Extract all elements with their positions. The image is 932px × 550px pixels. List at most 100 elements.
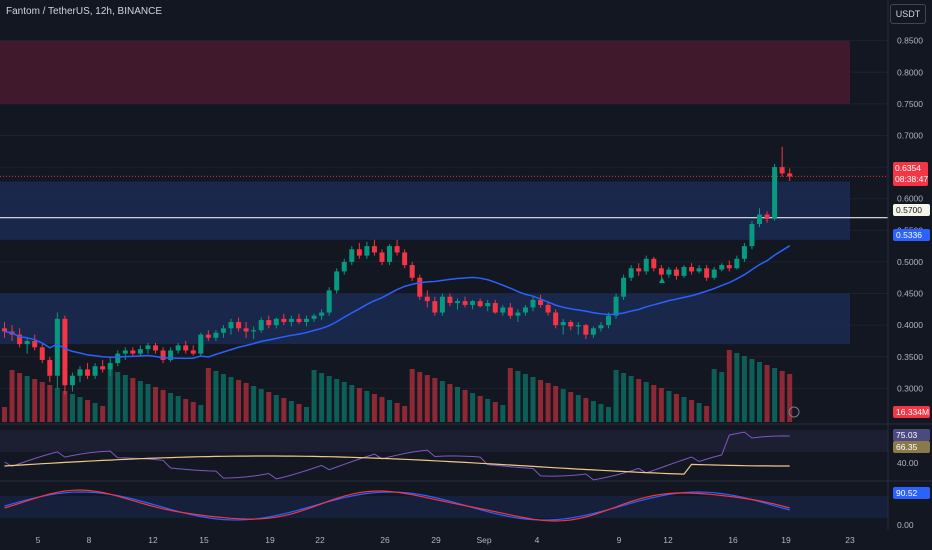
zone-support-lower: [0, 293, 850, 345]
volume-bar: [643, 382, 649, 422]
currency-button[interactable]: USDT: [890, 4, 926, 24]
volume-bar: [334, 379, 340, 422]
candle-body: [92, 366, 98, 376]
candle-body: [107, 363, 113, 370]
candle-body: [515, 312, 521, 316]
candle-body: [432, 301, 438, 313]
volume-bar: [402, 406, 408, 422]
volume-bar: [288, 401, 294, 422]
candle-body: [311, 315, 317, 319]
candle-body: [651, 258, 657, 269]
volume-bar: [530, 377, 536, 422]
candle-body: [394, 246, 400, 253]
candle-body: [341, 261, 347, 272]
candle-body: [689, 266, 695, 272]
candle-body: [507, 307, 513, 316]
volume-bar: [749, 359, 755, 422]
volume-bar: [432, 378, 438, 422]
volume-bar: [387, 400, 393, 422]
volume-bar: [538, 380, 544, 422]
candle-body: [522, 307, 528, 313]
volume-bar: [553, 386, 559, 422]
volume-bar: [47, 385, 53, 422]
candle-body: [122, 350, 128, 354]
volume-bar: [613, 370, 619, 422]
candle-body: [77, 369, 83, 376]
volume-bar: [228, 377, 234, 422]
candle-body: [417, 277, 423, 297]
candle-body: [251, 330, 257, 332]
time-axis-label: Sep: [476, 535, 491, 545]
candle-body: [39, 347, 45, 360]
volume-bar: [183, 399, 189, 422]
volume-bar: [24, 376, 30, 422]
volume-bar: [236, 380, 242, 422]
volume-bar: [273, 395, 279, 422]
volume-bar: [522, 374, 528, 422]
price-tick-label: 0.5000: [897, 257, 923, 267]
volume-bar: [515, 371, 521, 422]
stoch-d-line: [4, 489, 790, 522]
volume-bar: [666, 391, 672, 422]
candle-body: [553, 312, 559, 326]
volume-bar: [198, 405, 204, 422]
candle-body: [296, 318, 302, 322]
volume-bar: [409, 369, 415, 422]
lightning-icon[interactable]: [788, 406, 800, 418]
candle-body: [598, 325, 604, 329]
volume-bar: [85, 400, 91, 422]
volume-bar: [424, 375, 430, 422]
volume-bar: [251, 386, 257, 422]
volume-bar: [651, 385, 657, 422]
volume-bar: [470, 393, 476, 422]
stoch-band: [0, 496, 888, 518]
price-tick-label: 0.6000: [897, 194, 923, 204]
current-price-tag: 0.6354 08:38:47: [893, 162, 928, 186]
candle-body: [115, 353, 121, 364]
volume-bar: [77, 397, 83, 422]
candle-body: [213, 332, 219, 338]
volume-bar: [220, 374, 226, 422]
volume-bar: [492, 402, 498, 422]
candle-body: [447, 296, 453, 304]
volume-bar: [266, 392, 272, 422]
volume-bar: [69, 394, 75, 422]
volume-bar: [772, 368, 778, 422]
moving-average-line: [4, 245, 791, 360]
volume-bar: [107, 369, 113, 422]
time-axis-label: 15: [199, 535, 209, 545]
time-axis-label: 16: [728, 535, 738, 545]
volume-bar: [326, 376, 332, 422]
volume-bar: [92, 403, 98, 422]
candle-body: [681, 266, 687, 276]
candle-body: [492, 303, 498, 313]
volume-bar: [258, 389, 264, 422]
candle-body: [2, 328, 7, 332]
candle-body: [424, 296, 430, 302]
candle-body: [719, 265, 725, 270]
candle-body: [560, 322, 566, 326]
volume-bar: [477, 396, 483, 422]
stoch-level-label: 0.00: [897, 520, 914, 530]
rsi-band: [0, 430, 888, 452]
price-tick-label: 0.3500: [897, 352, 923, 362]
candle-body: [243, 328, 249, 332]
volume-bar: [319, 373, 325, 422]
volume-bar: [447, 384, 453, 422]
volume-bar: [719, 372, 725, 422]
candle-body: [749, 224, 755, 247]
candle-body: [772, 167, 778, 219]
volume-bar: [160, 390, 166, 422]
candle-body: [658, 268, 664, 275]
volume-bar: [583, 398, 589, 422]
time-axis-label: 29: [431, 535, 441, 545]
volume-bar: [598, 404, 604, 422]
volume-bar: [349, 385, 355, 422]
volume-bar: [696, 403, 702, 422]
time-axis-label: 9: [617, 535, 622, 545]
zone-support-upper: [0, 181, 850, 240]
candle-body: [545, 304, 551, 313]
volume-bar: [628, 376, 634, 422]
volume-bar: [205, 368, 211, 422]
